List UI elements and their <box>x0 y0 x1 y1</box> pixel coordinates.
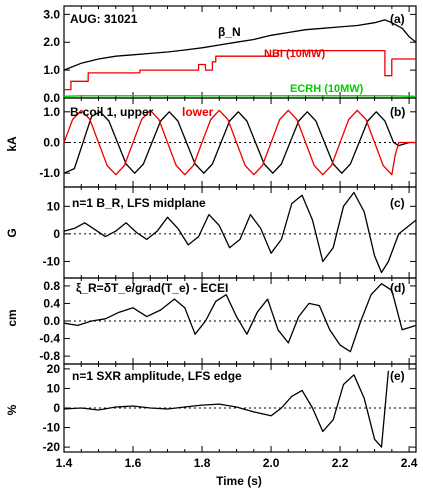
plot-layer: 0.01.02.03.01.00.0-1.0100-100.80.40.0-0.… <box>39 5 418 470</box>
panel-c-ytick-label: 10 <box>47 199 61 213</box>
panel-b-ytick-label: 0.0 <box>43 136 60 150</box>
x-tick-label: 1.4 <box>56 456 73 470</box>
panel-d-ytick-label: 0.0 <box>43 314 60 328</box>
panel-a-ytick-label: 3.0 <box>43 7 60 21</box>
panel-tag-d: (d) <box>390 281 405 295</box>
panel-d-ytick-label: -0.8 <box>39 349 60 363</box>
lower-label: lower <box>182 105 214 119</box>
panel-d-title: ξ_R=δT_e/grad(T_e) - ECEI <box>76 281 228 295</box>
ylabel-b: kA <box>5 136 19 152</box>
panel-e-ytick-label: -20 <box>43 440 61 454</box>
x-axis-title: Time (s) <box>216 474 262 488</box>
panel-a-title: AUG: 31021 <box>70 12 138 26</box>
panel-tag-c: (c) <box>390 196 405 210</box>
panel-e: 20 10 0 -10 -20 <box>43 362 417 454</box>
panel-e-title: n=1 SXR amplitude, LFS edge <box>72 369 242 383</box>
panel-d-series-0 <box>63 283 417 353</box>
panel-tag-e: (e) <box>390 369 405 383</box>
x-tick-label: 1.8 <box>194 456 211 470</box>
panel-e-series-0 <box>63 370 390 448</box>
panel-e-ytick-label: 10 <box>47 381 61 395</box>
panel-b-series-1 <box>63 109 416 176</box>
panel-b-title: B-coil 1, upper <box>70 105 154 119</box>
panel-a-series-1 <box>64 49 416 91</box>
ylabel-c: G <box>5 228 19 237</box>
panel-e-ytick-label: 20 <box>47 362 61 376</box>
panel-a-series-0 <box>63 19 417 71</box>
panel-c-title: n=1 B_R, LFS midplane <box>72 196 206 210</box>
beta-n-label: β_N <box>218 25 241 39</box>
panel-e-ytick-label: 0 <box>53 401 60 415</box>
panel-e-ytick-label: -10 <box>43 421 61 435</box>
panel-c-ytick-label: -10 <box>43 254 61 268</box>
panel-a-ytick-label: 1.0 <box>43 63 60 77</box>
panel-a-ytick-label: 0.0 <box>43 91 60 105</box>
panel-d-ytick-label: -0.4 <box>39 332 60 346</box>
panel-b: 1.0 0.0 -1.0 <box>39 97 417 188</box>
panel-c-ytick-label: 0 <box>53 227 60 241</box>
panel-a-series-2 <box>63 95 417 97</box>
ylabel-d: cm <box>5 309 19 326</box>
panel-b-series-0 <box>63 111 416 174</box>
panel-b-ytick-label: 1.0 <box>43 105 60 119</box>
ecrh-label: ECRH (10MW) <box>290 83 364 95</box>
x-tick-label: 2.4 <box>401 456 418 470</box>
panel-b-ytick-label: -1.0 <box>39 166 60 180</box>
panel-a-ytick-label: 2.0 <box>43 35 60 49</box>
nbi-label: NBI (10MW) <box>264 48 325 60</box>
panel-tag-a: (a) <box>390 12 405 26</box>
ylabel-e: % <box>5 404 19 415</box>
panel-c-series-0 <box>63 191 417 274</box>
panel-d-ytick-label: 0.4 <box>43 296 60 310</box>
x-tick-label: 2.2 <box>332 456 349 470</box>
x-tick-label: 2.0 <box>263 456 280 470</box>
x-tick-label: 1.6 <box>125 456 142 470</box>
panel-tag-b: (b) <box>390 105 405 119</box>
panel-d-ytick-label: 0.8 <box>43 279 60 293</box>
